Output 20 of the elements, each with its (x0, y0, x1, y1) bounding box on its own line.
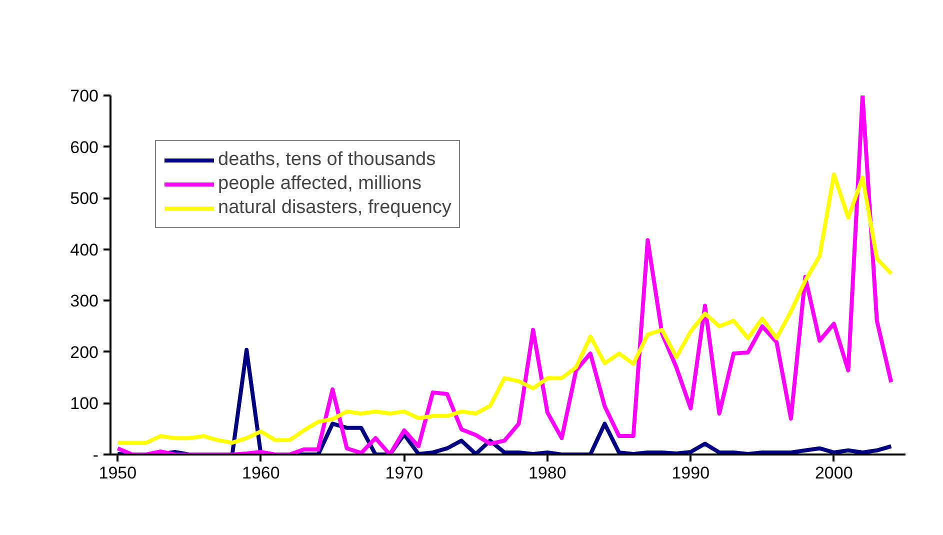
line-series (116, 172, 894, 445)
y-tick-label: 100 (70, 394, 99, 414)
x-tick-label: 1980 (528, 464, 566, 482)
x-tick-label: 1950 (98, 464, 137, 482)
line-series (116, 348, 894, 454)
x-tick-label: 2000 (814, 464, 853, 482)
y-tick-label: 400 (70, 240, 99, 260)
x-tick-label: 1960 (242, 464, 280, 482)
legend-label: deaths, tens of thousands (218, 149, 436, 171)
x-tick-label: 1990 (672, 464, 710, 482)
line-series (116, 96, 894, 454)
x-tick-label: 1970 (385, 464, 424, 482)
y-tick-label: 200 (70, 342, 99, 362)
legend-label: people affected, millions (218, 173, 422, 195)
y-tick-label: 700 (70, 86, 99, 106)
y-tick-label: 300 (70, 292, 99, 311)
legend-label: natural disasters, frequency (218, 197, 452, 219)
y-tick-label: 500 (70, 189, 99, 208)
y-tick-label: 600 (70, 138, 99, 157)
y-tick-label: - (92, 446, 99, 464)
